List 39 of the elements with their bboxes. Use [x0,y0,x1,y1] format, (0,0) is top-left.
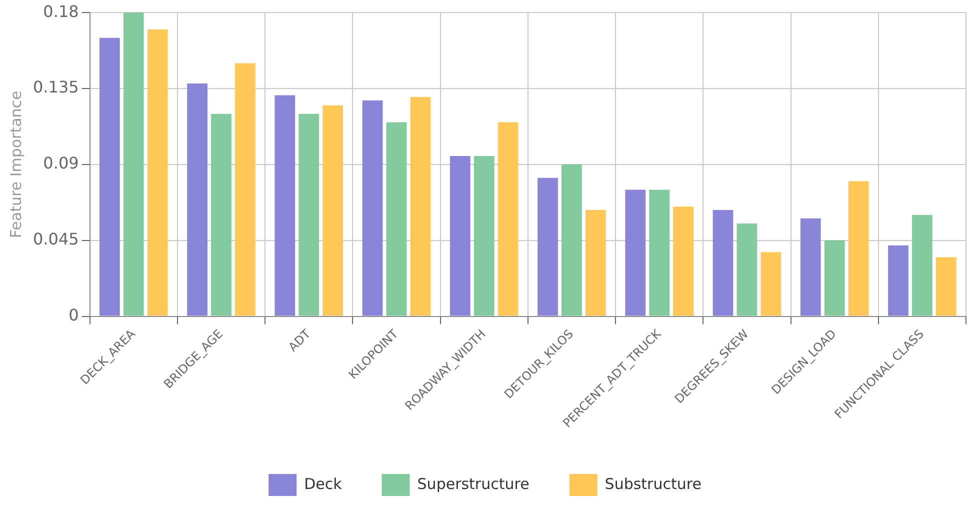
bar [649,190,670,316]
legend-label: Superstructure [417,474,530,493]
bar [450,156,470,316]
y-tick-label: 0.09 [43,154,79,173]
bar [712,210,734,316]
bar [187,83,208,316]
legend-label: Deck [304,474,342,493]
bar [538,178,558,316]
bar [235,63,256,316]
y-axis-title: Feature Importance [6,90,25,238]
bar [912,215,932,316]
bar [625,190,646,316]
bar [673,206,694,316]
bar [147,29,168,316]
bar [211,114,232,316]
y-tick-label: 0.135 [32,78,79,97]
bar [99,38,120,316]
bar [562,164,582,316]
bar [362,100,383,316]
bar [760,252,782,316]
bar [474,156,494,316]
bar [123,12,144,316]
bar [322,105,343,316]
bar [274,95,296,316]
y-tick-label: 0.18 [43,2,79,21]
y-tick-label: 0 [68,305,79,324]
y-tick-label: 0.045 [32,230,79,249]
bar [848,181,869,316]
bar [585,210,606,316]
bar [800,218,821,316]
bar [410,96,431,316]
bar [386,122,407,316]
bar [888,245,908,316]
legend-label: Substructure [604,474,702,493]
bar [736,223,758,316]
bar [824,240,845,316]
bar [498,122,518,316]
bar [936,257,956,316]
bar [298,114,320,316]
